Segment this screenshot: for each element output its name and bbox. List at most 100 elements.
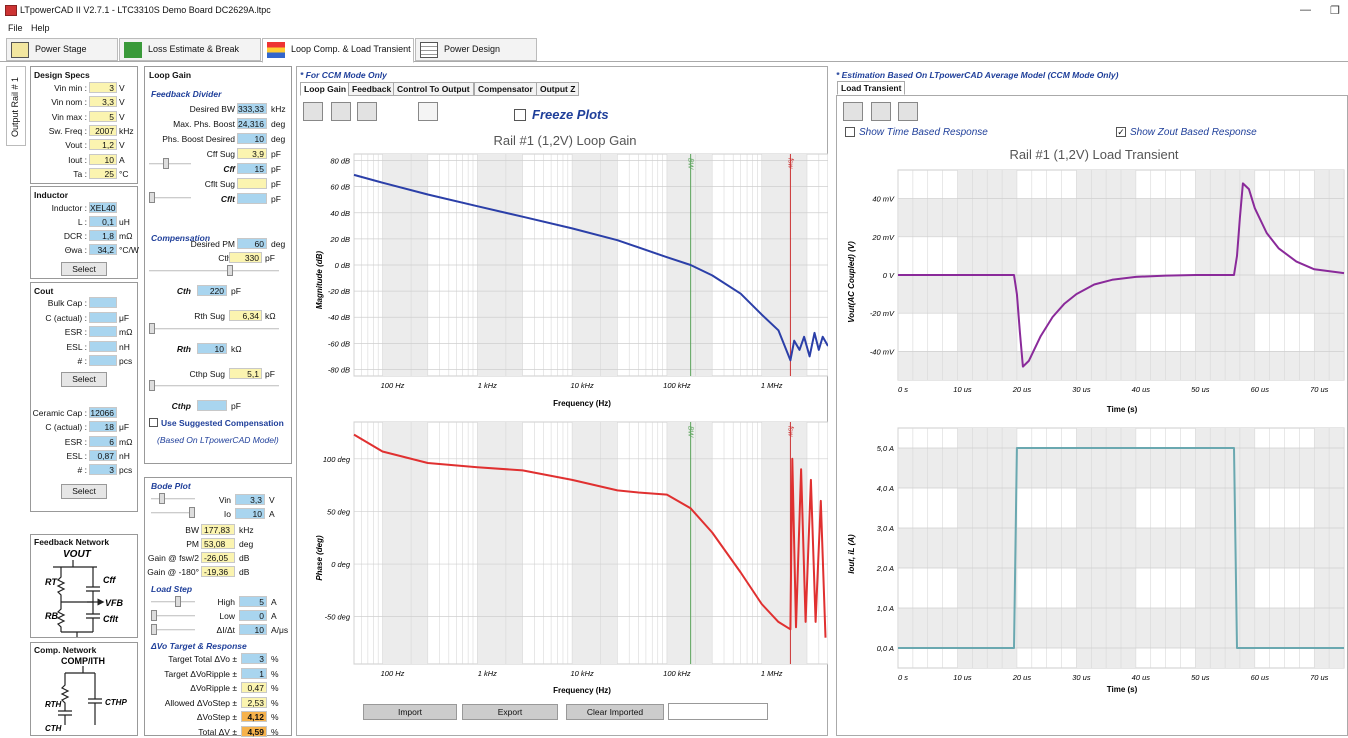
total-v-value[interactable]: 4,59 xyxy=(241,726,267,737)
lt-save-icon[interactable] xyxy=(898,102,918,121)
didt-slider[interactable] xyxy=(151,624,195,635)
ceramic-cap-select-button[interactable]: Select xyxy=(61,484,107,499)
save-icon[interactable] xyxy=(357,102,377,121)
tab-compensator[interactable]: Compensator xyxy=(474,82,537,96)
target-voripple-label: Target ΔVoRipple ± xyxy=(164,668,237,679)
phs-boost-desired-value[interactable]: 10 xyxy=(237,133,267,144)
io-slider[interactable] xyxy=(151,507,195,518)
low-slider[interactable] xyxy=(151,610,195,621)
tab-load-transient[interactable]: Load Transient xyxy=(837,81,906,95)
cflt-sug-value[interactable] xyxy=(237,178,267,189)
cff-value[interactable]: 15 xyxy=(237,163,267,174)
target-voripple-value[interactable]: 1 xyxy=(241,667,267,679)
rth-slider-thumb[interactable] xyxy=(149,323,155,334)
row-value[interactable] xyxy=(89,355,117,366)
restore-button[interactable]: ❐ xyxy=(1330,5,1340,17)
bw-marker-label: BW xyxy=(687,426,694,439)
high-slider-thumb[interactable] xyxy=(175,596,181,607)
load-step-high-value[interactable]: 5 xyxy=(239,596,267,607)
load-step-didt-value[interactable]: 10 xyxy=(239,624,267,635)
show-zout-checkbox[interactable]: ✓ xyxy=(1116,127,1126,137)
cff-slider-thumb[interactable] xyxy=(163,158,169,169)
vin-slider[interactable] xyxy=(151,493,195,504)
vin-min-value[interactable]: 3 xyxy=(89,82,117,93)
cff-sug-value[interactable]: 3,9 xyxy=(237,148,267,159)
rth-value[interactable]: 10 xyxy=(197,343,227,354)
iout-value[interactable]: 10 xyxy=(89,153,117,165)
tab-control-to-output[interactable]: Control To Output xyxy=(393,82,474,96)
use-suggested-checkbox[interactable] xyxy=(149,418,158,427)
cflt-slider[interactable] xyxy=(149,192,191,203)
tab-power-stage-design[interactable]: Power Stage Design xyxy=(6,38,118,75)
tab-feedback[interactable]: Feedback xyxy=(348,82,396,96)
cflt-sug-label: Cflt Sug xyxy=(204,179,235,189)
c-actual-value[interactable] xyxy=(89,311,117,323)
inductor-select-button[interactable]: Select xyxy=(61,262,107,276)
io-slider-thumb[interactable] xyxy=(189,507,195,518)
lt-camera-icon[interactable] xyxy=(871,102,891,121)
load-step-low-value[interactable]: 0 xyxy=(239,610,267,621)
lt-print-icon[interactable] xyxy=(843,102,863,121)
vin-nom-value[interactable]: 3,3 xyxy=(89,96,117,108)
tab-loop-comp[interactable]: Loop Comp. & Load Transient xyxy=(262,38,414,63)
sw-freq-value[interactable]: 2007 xyxy=(89,124,117,136)
high-slider[interactable] xyxy=(151,596,195,607)
bulk-cap-value[interactable] xyxy=(89,297,117,308)
show-time-checkbox[interactable] xyxy=(845,127,855,137)
ceramic-cap-value[interactable]: 12066 xyxy=(89,407,117,418)
row-value[interactable]: 3 xyxy=(89,464,117,476)
export-button[interactable]: Export xyxy=(462,704,558,720)
cflt-value[interactable] xyxy=(237,193,267,204)
wa-value[interactable]: 34,2 xyxy=(89,244,117,255)
rth-slider[interactable] xyxy=(149,323,279,334)
tab-loop-gain[interactable]: Loop Gain xyxy=(300,82,351,96)
esr-value[interactable]: 6 xyxy=(89,435,117,447)
cth-value[interactable]: 220 xyxy=(197,285,227,296)
esl-value[interactable] xyxy=(89,340,117,352)
low-slider-thumb[interactable] xyxy=(151,610,157,621)
camera-icon[interactable] xyxy=(331,102,351,121)
cth-slider[interactable] xyxy=(149,265,279,276)
tab-loss-estimate[interactable]: Loss Estimate & Break Down xyxy=(119,38,261,75)
y-tick-label: 3,0 A xyxy=(877,524,894,533)
desired-pm-value[interactable]: 60 xyxy=(237,238,267,249)
menu-help[interactable]: Help xyxy=(31,23,50,33)
menu-file[interactable]: File xyxy=(8,23,23,33)
esl-value[interactable]: 0,87 xyxy=(89,449,117,461)
schematic-icon[interactable] xyxy=(418,102,438,121)
tab-output-z[interactable]: Output Z xyxy=(536,82,580,96)
print-icon[interactable] xyxy=(303,102,323,121)
max-phs-boost-value[interactable]: 24,316 xyxy=(237,118,267,129)
import-button[interactable]: Import xyxy=(363,704,457,720)
esr-value[interactable] xyxy=(89,326,117,337)
cff-slider[interactable] xyxy=(149,158,191,169)
tab-output-rail-1[interactable]: Output Rail # 1 xyxy=(6,66,26,146)
voripple-value[interactable]: 0,47 xyxy=(241,682,267,694)
vin-max-value[interactable]: 5 xyxy=(89,110,117,122)
c-actual-unit: μF xyxy=(119,312,130,323)
tab-power-design-summary[interactable]: Power Design Summary xyxy=(415,38,537,75)
ta-value[interactable]: 25 xyxy=(89,167,117,179)
desired-bw-value[interactable]: 333,33 xyxy=(237,103,267,114)
cthp-slider-thumb[interactable] xyxy=(149,380,155,391)
cthp-value[interactable] xyxy=(197,400,227,411)
freeze-plots-checkbox[interactable] xyxy=(514,109,526,121)
bulk-cap-select-button[interactable]: Select xyxy=(61,372,107,387)
vostep-value[interactable]: 4,12 xyxy=(241,711,267,723)
vout-value[interactable]: 1,2 xyxy=(89,139,117,151)
l-unit: uH xyxy=(119,217,130,227)
cth-slider-thumb[interactable] xyxy=(227,265,233,276)
c-actual-value[interactable]: 18 xyxy=(89,421,117,433)
cthp-slider[interactable] xyxy=(149,380,279,391)
didt-slider-thumb[interactable] xyxy=(151,624,157,635)
allowed-vostep-value[interactable]: 2,53 xyxy=(241,696,267,708)
vin-slider-thumb[interactable] xyxy=(159,493,165,504)
target-total-vo-value[interactable]: 3 xyxy=(241,653,267,664)
target-total-vo-label: Target Total ΔVo ± xyxy=(168,654,237,664)
l-value[interactable]: 0,1 xyxy=(89,216,117,227)
minimize-button[interactable]: — xyxy=(1300,4,1311,16)
inductor-value[interactable]: XEL40 xyxy=(89,202,117,213)
cflt-slider-thumb[interactable] xyxy=(149,192,155,203)
clear-imported-button[interactable]: Clear Imported xyxy=(566,704,664,720)
dcr-value[interactable]: 1,8 xyxy=(89,230,117,241)
